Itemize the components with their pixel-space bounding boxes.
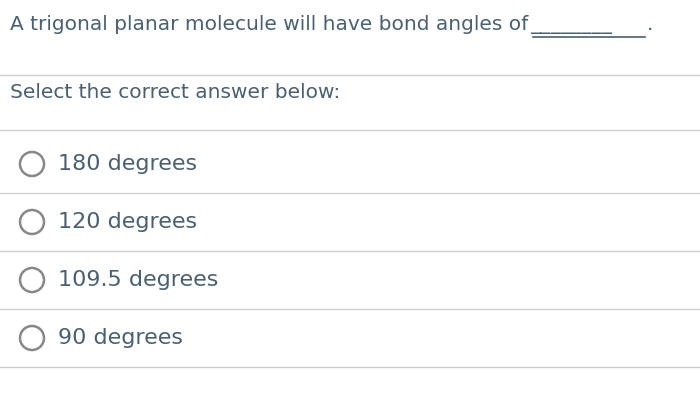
Text: 120 degrees: 120 degrees [58, 212, 197, 232]
Text: 180 degrees: 180 degrees [58, 154, 197, 174]
Text: 90 degrees: 90 degrees [58, 328, 183, 348]
Text: Select the correct answer below:: Select the correct answer below: [10, 83, 340, 102]
Text: .: . [647, 15, 653, 34]
Text: A trigonal planar molecule will have bond angles of: A trigonal planar molecule will have bon… [10, 15, 535, 34]
Text: ________: ________ [530, 15, 612, 34]
Text: 109.5 degrees: 109.5 degrees [58, 270, 218, 290]
